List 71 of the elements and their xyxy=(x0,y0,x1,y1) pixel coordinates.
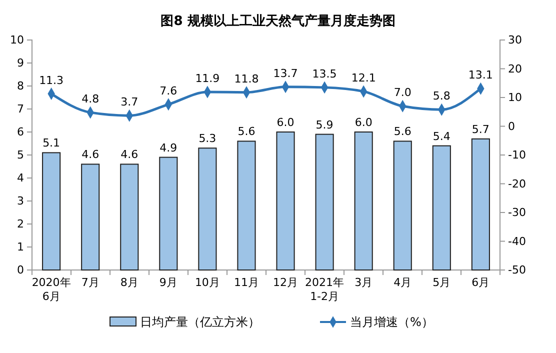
data-label: 3.7 xyxy=(120,96,138,109)
bar xyxy=(42,152,61,270)
data-label: 5.3 xyxy=(198,132,216,146)
legend-label: 日均产量（亿立方米） xyxy=(140,315,260,329)
bar xyxy=(471,138,490,270)
data-label: 12.1 xyxy=(351,71,376,84)
x-tick-label: 5月 xyxy=(432,276,451,289)
data-label: 4.6 xyxy=(120,148,138,162)
x-tick-label: 7月 xyxy=(81,276,100,289)
y-tick-label: 9 xyxy=(17,56,24,70)
data-label: 13.5 xyxy=(312,67,337,80)
y-tick-label: 8 xyxy=(17,80,24,93)
bar xyxy=(237,140,256,270)
bar xyxy=(354,132,373,270)
y2-tick-label: -50 xyxy=(508,264,526,277)
data-label: 4.9 xyxy=(160,141,178,154)
x-tick-label: 2021年 1-2月 xyxy=(305,276,344,303)
y-tick-label: 4 xyxy=(17,172,24,185)
data-label: 4.6 xyxy=(82,148,100,162)
data-label: 6.0 xyxy=(354,116,372,129)
data-label: 7.6 xyxy=(160,84,178,98)
x-tick-label: 3月 xyxy=(354,276,373,289)
x-tick-label: 11月 xyxy=(234,276,259,289)
bar xyxy=(315,134,334,270)
data-label: 11.8 xyxy=(234,72,259,86)
data-label: 7.0 xyxy=(394,86,412,100)
x-tick-label: 4月 xyxy=(394,276,412,289)
data-label: 11.3 xyxy=(39,74,64,87)
x-tick-label: 6月 xyxy=(472,276,490,289)
data-label: 5.1 xyxy=(42,136,60,150)
y-tick-label: 5 xyxy=(17,148,24,162)
bar xyxy=(393,140,412,270)
data-label: 5.7 xyxy=(472,122,490,136)
y-tick-label: 0 xyxy=(17,264,24,277)
y2-tick-label: -20 xyxy=(508,177,526,190)
chart-title: 图8 规模以上工业天然气产量月度走势图 xyxy=(160,13,396,29)
bar xyxy=(120,164,139,270)
x-tick-label: 10月 xyxy=(194,276,220,289)
data-label: 11.9 xyxy=(195,72,220,86)
y-tick-label: 2 xyxy=(17,218,24,231)
y-tick-label: 7 xyxy=(17,102,24,116)
data-label: 5.6 xyxy=(238,125,256,138)
x-tick-label: 9月 xyxy=(159,276,178,289)
y-tick-label: 10 xyxy=(10,34,24,47)
x-tick-label: 2020年 6月 xyxy=(32,276,71,303)
bar xyxy=(198,148,217,270)
bar xyxy=(276,132,295,270)
y-tick-label: 3 xyxy=(17,194,24,208)
data-label: 5.8 xyxy=(432,90,450,103)
y-tick-label: 1 xyxy=(17,240,24,254)
x-tick-label: 12月 xyxy=(273,276,298,289)
data-label: 6.0 xyxy=(276,116,294,129)
bar xyxy=(81,164,100,270)
bar xyxy=(432,145,451,270)
data-label: 5.9 xyxy=(316,118,334,132)
legend-label: 当月增速（%） xyxy=(350,315,434,329)
y2-tick-label: -30 xyxy=(508,206,526,220)
data-label: 5.6 xyxy=(394,125,412,138)
bar xyxy=(159,156,178,270)
y2-tick-label: 10 xyxy=(508,91,522,104)
y-tick-label: 6 xyxy=(17,126,24,139)
y2-tick-label: 0 xyxy=(508,120,515,133)
data-label: 13.7 xyxy=(273,66,298,80)
data-label: 5.4 xyxy=(432,130,450,143)
data-label: 4.8 xyxy=(82,92,100,106)
data-label: 13.1 xyxy=(468,68,493,82)
x-tick-label: 8月 xyxy=(120,276,138,289)
y2-tick-label: -40 xyxy=(508,234,526,248)
y2-tick-label: -10 xyxy=(508,148,526,162)
y2-tick-label: 30 xyxy=(508,34,522,47)
y2-tick-label: 20 xyxy=(508,62,522,76)
